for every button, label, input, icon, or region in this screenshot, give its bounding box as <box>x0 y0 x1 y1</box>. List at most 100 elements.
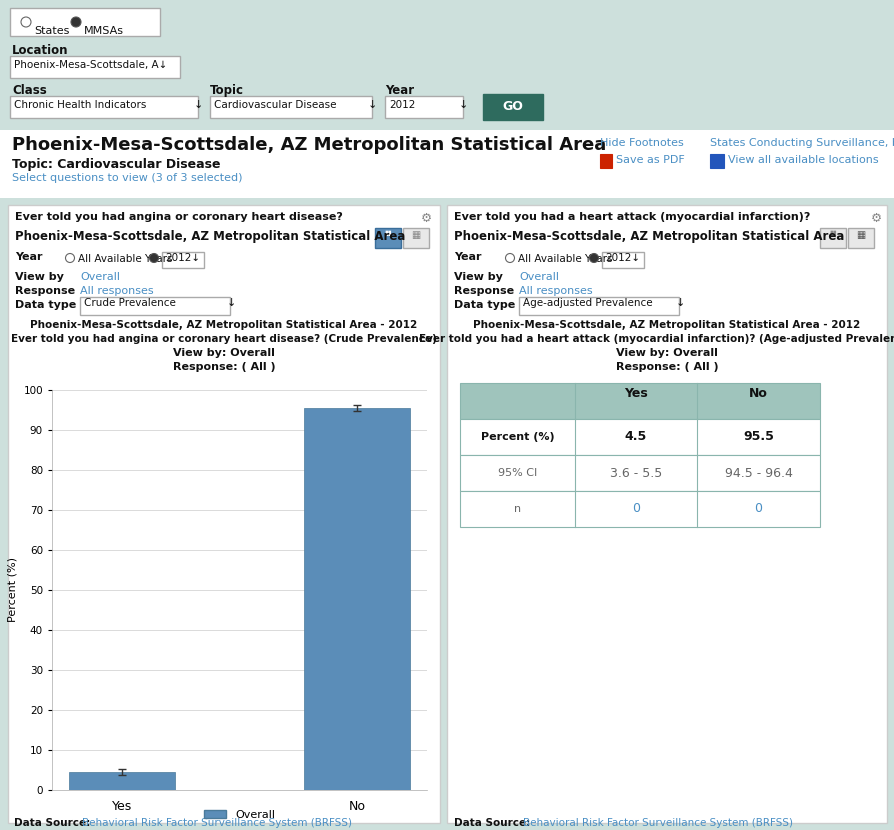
Bar <box>519 297 679 315</box>
Text: ↓: ↓ <box>675 298 685 308</box>
Bar <box>304 408 409 790</box>
Text: Select questions to view (3 of 3 selected): Select questions to view (3 of 3 selecte… <box>12 173 242 183</box>
Text: 4.5: 4.5 <box>624 431 646 443</box>
Bar <box>599 154 611 168</box>
Bar <box>375 228 401 248</box>
Text: View by: View by <box>453 272 502 282</box>
Bar <box>10 56 180 78</box>
Text: GO: GO <box>502 100 523 114</box>
Circle shape <box>589 253 598 262</box>
Text: No: No <box>748 387 767 400</box>
Bar <box>0 198 894 830</box>
Text: View by: View by <box>15 272 63 282</box>
Bar <box>0 0 894 130</box>
Bar <box>69 772 174 790</box>
Text: 95% CI: 95% CI <box>497 468 536 478</box>
Text: n: n <box>513 504 520 514</box>
Bar <box>602 252 644 268</box>
Text: All responses: All responses <box>80 286 154 296</box>
Bar <box>819 228 845 248</box>
Text: View by: Overall: View by: Overall <box>173 348 274 358</box>
Text: Topic: Cardiovascular Disease: Topic: Cardiovascular Disease <box>12 158 220 171</box>
Text: 2012↓: 2012↓ <box>164 253 200 263</box>
Text: 94.5 - 96.4: 94.5 - 96.4 <box>724 466 791 480</box>
Circle shape <box>71 17 81 27</box>
Text: Yes: Yes <box>623 387 647 400</box>
Text: Year: Year <box>15 252 42 262</box>
Text: Phoenix-Mesa-Scottsdale, AZ Metropolitan Statistical Area: Phoenix-Mesa-Scottsdale, AZ Metropolitan… <box>12 136 605 154</box>
Bar <box>80 297 230 315</box>
Text: Age-adjusted Prevalence: Age-adjusted Prevalence <box>522 298 652 308</box>
Text: Ever told you had angina or coronary heart disease?: Ever told you had angina or coronary hea… <box>15 212 342 222</box>
Text: Phoenix-Mesa-Scottsdale, AZ Metropolitan Statistical Area - 2012: Phoenix-Mesa-Scottsdale, AZ Metropolitan… <box>473 320 860 330</box>
Bar <box>10 96 198 118</box>
Text: Location: Location <box>12 44 69 57</box>
Text: ↓: ↓ <box>367 100 377 110</box>
Bar <box>384 96 462 118</box>
Text: Data Source:: Data Source: <box>453 818 529 828</box>
Text: Cardiovascular Disease: Cardiovascular Disease <box>214 100 336 110</box>
Text: Response: ( All ): Response: ( All ) <box>173 362 275 372</box>
Text: Ever told you had angina or coronary heart disease? (Crude Prevalence): Ever told you had angina or coronary hea… <box>11 334 436 344</box>
Y-axis label: Percent (%): Percent (%) <box>8 558 18 622</box>
Text: Phoenix-Mesa-Scottsdale, AZ Metropolitan Statistical Area: Phoenix-Mesa-Scottsdale, AZ Metropolitan… <box>15 230 405 243</box>
Text: All responses: All responses <box>519 286 592 296</box>
Text: ↓: ↓ <box>227 298 236 308</box>
Bar <box>0 130 894 198</box>
Text: Year: Year <box>453 252 481 262</box>
Text: Chronic Health Indicators: Chronic Health Indicators <box>14 100 147 110</box>
Text: 2012↓: 2012↓ <box>604 253 639 263</box>
Text: Year: Year <box>384 84 414 97</box>
Text: View all available locations: View all available locations <box>727 155 878 165</box>
Text: ▮▮: ▮▮ <box>384 230 392 236</box>
Text: Data Source:: Data Source: <box>14 818 90 828</box>
Text: 0: 0 <box>754 502 762 515</box>
Text: ⚙: ⚙ <box>420 212 432 225</box>
Text: States Conducting Surveillance, by Year: States Conducting Surveillance, by Year <box>709 138 894 148</box>
Bar <box>210 96 372 118</box>
Bar <box>8 205 440 823</box>
Text: ↓: ↓ <box>194 100 203 110</box>
Text: All Available Years: All Available Years <box>78 254 173 264</box>
Text: 2012: 2012 <box>389 100 415 110</box>
Text: Phoenix-Mesa-Scottsdale, A↓: Phoenix-Mesa-Scottsdale, A↓ <box>14 60 167 70</box>
Text: Crude Prevalence: Crude Prevalence <box>84 298 176 308</box>
Text: Phoenix-Mesa-Scottsdale, AZ Metropolitan Statistical Area: Phoenix-Mesa-Scottsdale, AZ Metropolitan… <box>453 230 843 243</box>
Bar <box>10 8 160 36</box>
Text: Overall: Overall <box>519 272 559 282</box>
Text: Behavioral Risk Factor Surveillance System (BRFSS): Behavioral Risk Factor Surveillance Syst… <box>522 818 792 828</box>
Text: Hide Footnotes: Hide Footnotes <box>599 138 683 148</box>
Text: 3.6 - 5.5: 3.6 - 5.5 <box>609 466 662 480</box>
Text: Data type: Data type <box>453 300 515 310</box>
Legend: Overall: Overall <box>199 806 279 824</box>
Text: ▦: ▦ <box>411 230 420 240</box>
Bar <box>709 154 723 168</box>
Text: Response: ( All ): Response: ( All ) <box>615 362 718 372</box>
Text: ▦: ▦ <box>856 230 864 240</box>
Bar <box>446 205 886 823</box>
Text: Data type: Data type <box>15 300 76 310</box>
Text: Ever told you had a heart attack (myocardial infarction)?: Ever told you had a heart attack (myocar… <box>453 212 809 222</box>
Text: 0: 0 <box>631 502 639 515</box>
Text: States: States <box>34 26 70 36</box>
Text: Phoenix-Mesa-Scottsdale, AZ Metropolitan Statistical Area - 2012: Phoenix-Mesa-Scottsdale, AZ Metropolitan… <box>30 320 417 330</box>
Text: Ever told you had a heart attack (myocardial infarction)? (Age-adjusted Prevalen: Ever told you had a heart attack (myocar… <box>418 334 894 344</box>
Text: View by: Overall: View by: Overall <box>615 348 717 358</box>
Text: Class: Class <box>12 84 46 97</box>
Text: All Available Years: All Available Years <box>518 254 611 264</box>
Bar <box>402 228 428 248</box>
Text: Behavioral Risk Factor Surveillance System (BRFSS): Behavioral Risk Factor Surveillance Syst… <box>82 818 351 828</box>
Bar <box>483 94 543 120</box>
Bar <box>162 252 204 268</box>
Text: Save as PDF: Save as PDF <box>615 155 684 165</box>
Bar <box>460 383 819 419</box>
Bar <box>847 228 873 248</box>
Text: Response: Response <box>453 286 513 296</box>
Text: 95.5: 95.5 <box>742 431 773 443</box>
Text: Response: Response <box>15 286 75 296</box>
Text: ▮▮: ▮▮ <box>828 230 836 236</box>
Text: ⚙: ⚙ <box>870 212 881 225</box>
Text: Topic: Topic <box>210 84 244 97</box>
Bar <box>460 455 819 491</box>
Circle shape <box>149 253 158 262</box>
